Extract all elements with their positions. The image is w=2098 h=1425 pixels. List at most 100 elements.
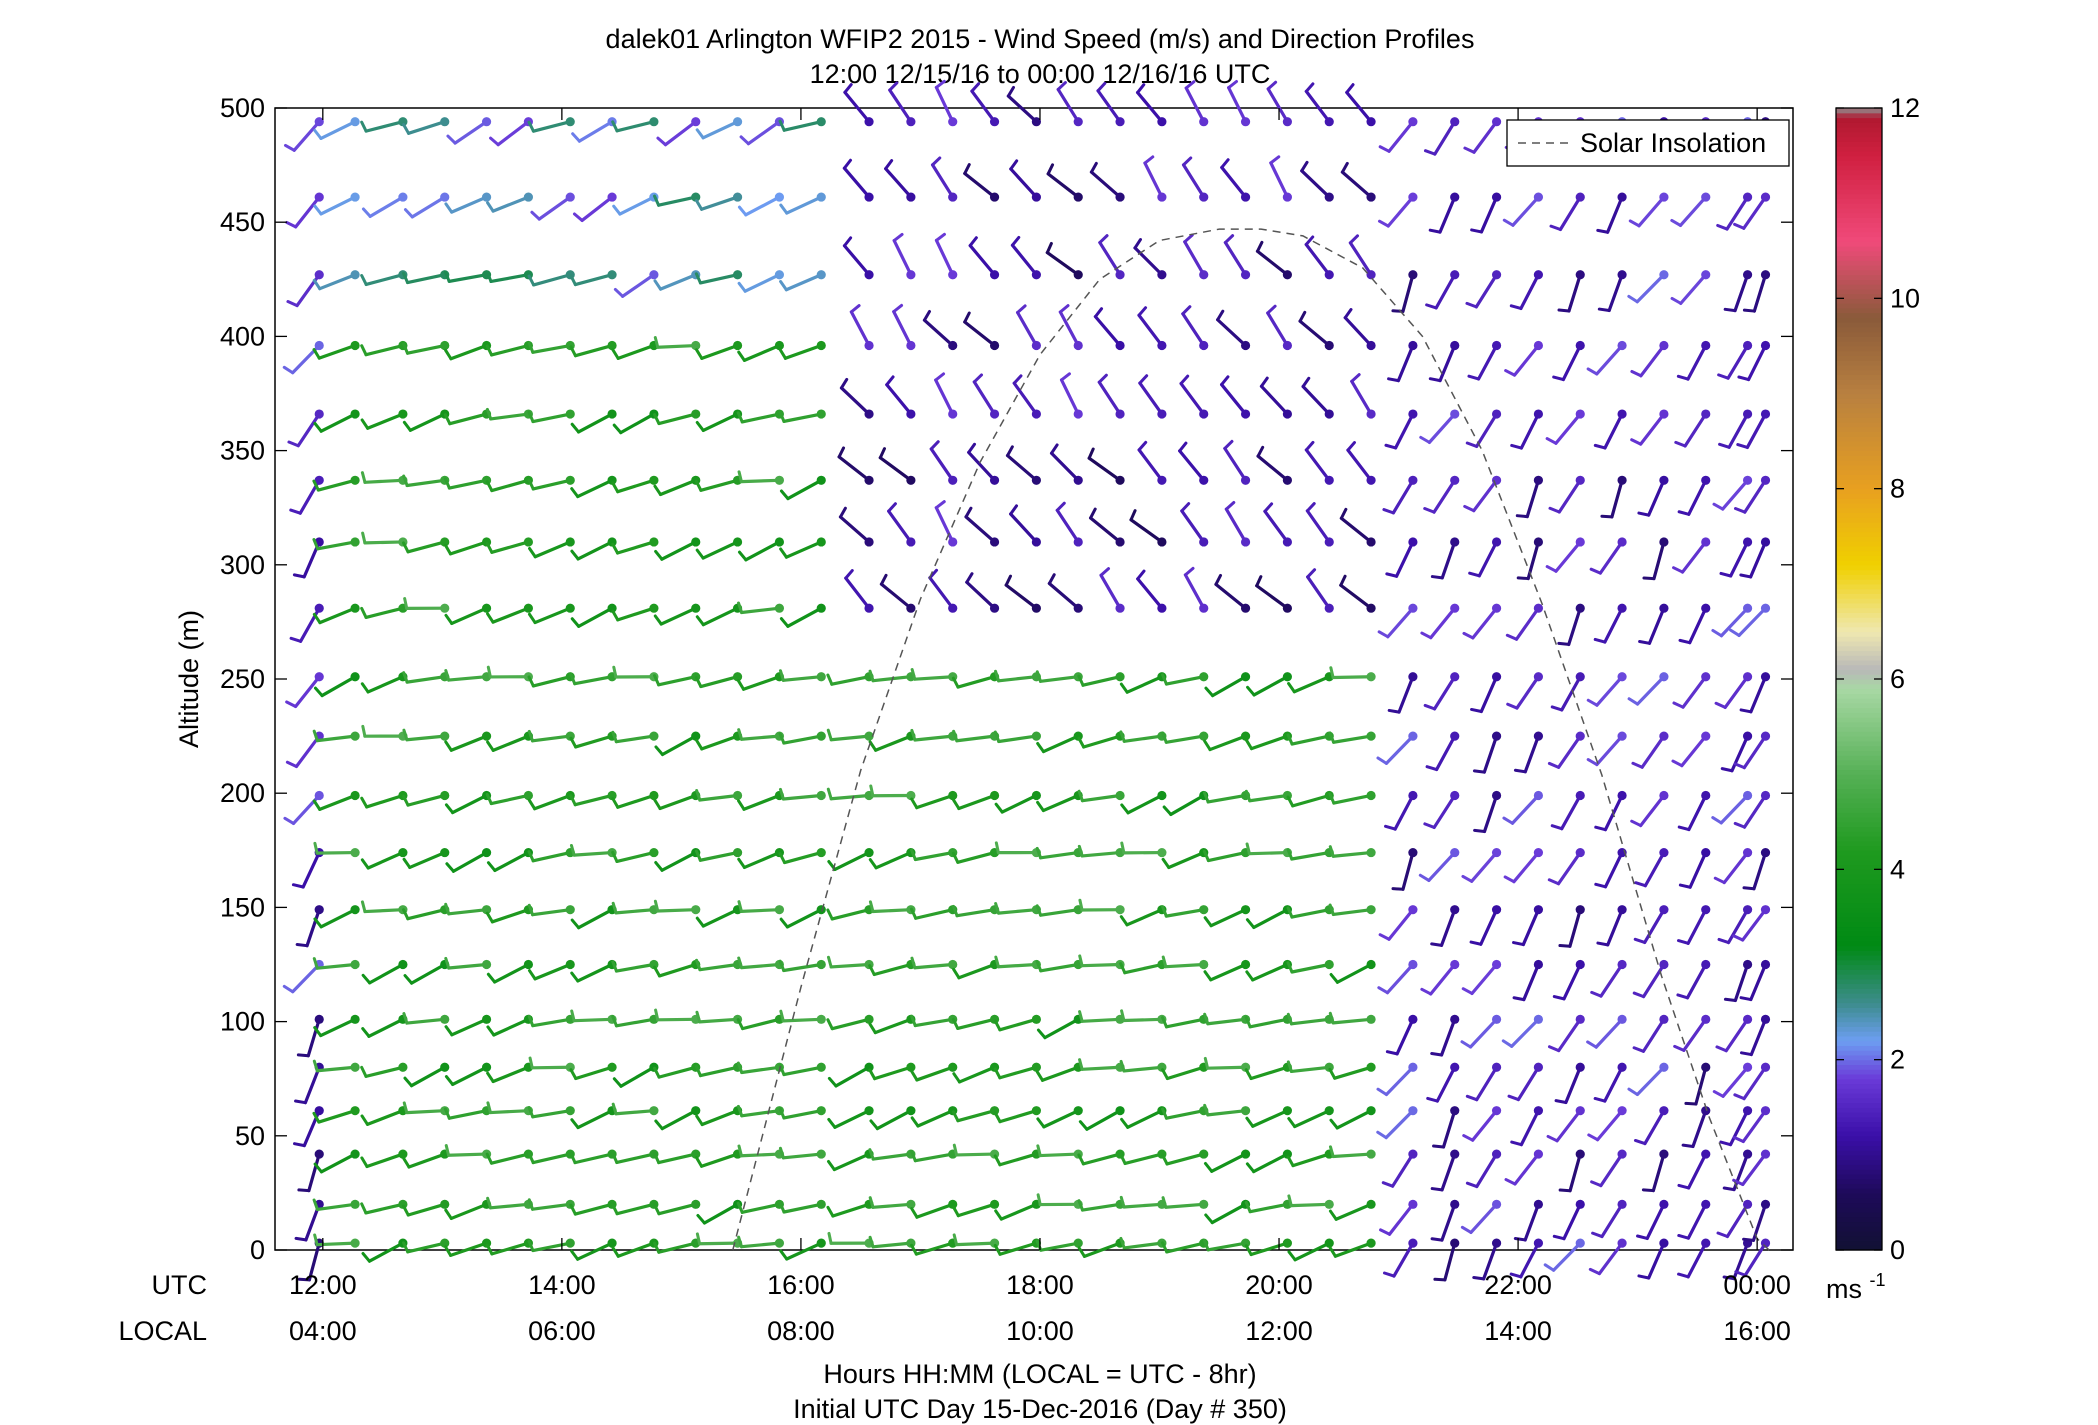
colorbar-band — [1836, 693, 1882, 699]
wind-barb-flag — [653, 1152, 661, 1165]
wind-barb — [1384, 409, 1418, 450]
wind-barb-flag — [1184, 80, 1196, 90]
colorbar-band — [1836, 1216, 1882, 1223]
wind-barb-shaft — [1009, 167, 1038, 199]
wind-barb — [1220, 375, 1251, 419]
wind-barb-shaft — [1470, 850, 1499, 883]
wind-barb-flag — [293, 1142, 306, 1148]
wind-barb — [1674, 409, 1711, 448]
colorbar-band — [1836, 127, 1882, 133]
wind-barb-shaft — [488, 1109, 530, 1115]
wind-barb-flag — [695, 199, 704, 211]
wind-barb — [1550, 790, 1585, 831]
wind-barb-dot — [1701, 475, 1711, 485]
wind-barb-shaft — [1039, 962, 1080, 973]
wind-barb-flag — [1379, 1228, 1392, 1236]
wind-barb-shaft — [702, 1202, 740, 1225]
wind-barb — [611, 117, 659, 133]
wind-barb-shaft — [1749, 675, 1768, 714]
colorbar-band — [1836, 455, 1882, 461]
wind-barb-dot — [1199, 340, 1209, 351]
wind-barb-flag — [994, 902, 1001, 915]
wind-barb — [779, 270, 826, 292]
wind-barb-flag — [1723, 997, 1737, 1002]
wind-barb-shaft — [1742, 734, 1768, 770]
wind-barb-flag — [1465, 1094, 1479, 1102]
wind-barb — [892, 303, 916, 351]
wind-barb-flag — [1418, 873, 1431, 882]
wind-barb-flag — [737, 205, 748, 217]
colorbar-band — [1836, 921, 1882, 928]
wind-barb-shaft — [956, 850, 997, 864]
wind-barb-shaft — [1568, 908, 1582, 948]
wind-barb-flag — [964, 506, 973, 519]
wind-barb — [361, 192, 408, 219]
wind-barb-shaft — [1137, 313, 1164, 348]
colorbar-band — [1836, 355, 1882, 361]
wind-barb-flag — [570, 422, 581, 434]
wind-barb-shaft — [659, 606, 698, 626]
wind-barb-flag — [952, 798, 961, 811]
colorbar-band — [1836, 821, 1882, 828]
wind-barb-shaft — [786, 606, 823, 628]
wind-barb-dot — [864, 1062, 874, 1072]
wind-barb-flag — [1472, 1275, 1486, 1281]
wind-barb-flag — [963, 311, 971, 324]
wind-barb — [1214, 573, 1251, 613]
wind-barb-shaft — [1742, 195, 1768, 230]
colorbar-band — [1836, 888, 1882, 894]
wind-barb-flag — [1119, 730, 1126, 743]
wind-barb-flag — [313, 841, 319, 855]
wind-barb-flag — [1465, 441, 1479, 448]
wind-barb-shaft — [1554, 540, 1582, 573]
wind-barb — [1596, 192, 1627, 234]
wind-barb-flag — [1473, 828, 1487, 834]
wind-barb-flag — [291, 883, 305, 889]
wind-barb-flag — [778, 787, 785, 801]
wind-barb-dot — [1366, 905, 1376, 915]
wind-barb — [1348, 234, 1376, 280]
colorbar-band — [1836, 588, 1882, 594]
wind-barb — [1181, 305, 1209, 351]
wind-barb-dot — [1760, 1014, 1771, 1024]
wind-barb-flag — [1345, 83, 1355, 94]
wind-barb-shaft — [531, 850, 572, 863]
wind-barb-shaft — [954, 1152, 997, 1157]
wind-barb-shaft — [1521, 908, 1541, 947]
wind-barb-flag — [654, 549, 664, 561]
wind-barb-flag — [779, 917, 789, 929]
wind-barb-shaft — [956, 1202, 997, 1218]
wind-barb-shaft — [1334, 1202, 1373, 1221]
wind-barb-dot — [774, 340, 785, 351]
wind-barb-shaft — [1293, 1241, 1331, 1262]
wind-barb-dot — [1701, 847, 1711, 858]
wind-barb — [1630, 340, 1669, 378]
wind-barb — [1472, 1238, 1502, 1281]
wind-barb-flag — [1036, 1028, 1047, 1040]
wind-barb-dot — [1760, 1238, 1771, 1248]
wind-barb-flag — [1632, 991, 1646, 999]
wind-barb-shaft — [365, 793, 405, 809]
wind-barb — [1012, 374, 1041, 419]
wind-barb-flag — [286, 300, 299, 308]
colorbar-band — [1836, 602, 1882, 609]
wind-barb-flag — [1426, 1096, 1439, 1103]
wind-barb-flag — [778, 1146, 785, 1160]
wind-barb-shaft — [577, 606, 614, 628]
wind-barb — [572, 192, 617, 223]
wind-barb — [312, 1106, 360, 1124]
colorbar-band — [1836, 1102, 1882, 1108]
wind-barb-flag — [1035, 960, 1043, 973]
wind-barb-flag — [868, 858, 878, 870]
wind-barb-flag — [694, 849, 702, 862]
colorbar-unit-exponent: -1 — [1870, 1270, 1886, 1290]
wind-barb-dot — [1450, 409, 1460, 419]
wind-barb-dot — [1701, 1106, 1711, 1116]
wind-barb-flag — [1627, 697, 1640, 706]
wind-barb-dot — [1575, 1199, 1585, 1209]
wind-barb-shaft — [1752, 273, 1768, 313]
wind-barb-dot — [1575, 603, 1585, 613]
wind-barb — [1552, 959, 1585, 1001]
wind-barb — [1593, 603, 1627, 644]
wind-barb-shaft — [833, 850, 871, 872]
